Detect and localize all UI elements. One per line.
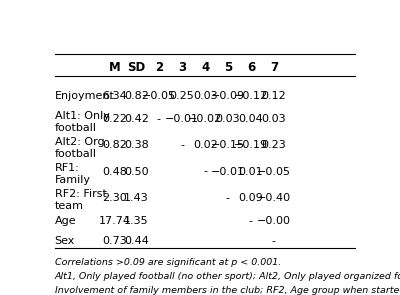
Text: 0.09: 0.09 [238,193,263,203]
Text: 2: 2 [155,61,163,74]
Text: −0.12: −0.12 [234,91,268,101]
Text: −0.15: −0.15 [211,140,245,150]
Text: Involvement of family members in the club; RF2, Age group when started playing f: Involvement of family members in the clu… [55,286,400,295]
Text: 0.12: 0.12 [262,91,286,101]
Text: Alt1: Only: Alt1: Only [55,111,110,121]
Text: 4: 4 [201,61,210,74]
Text: 5: 5 [224,61,232,74]
Text: 17.74: 17.74 [99,216,131,226]
Text: −0.00: −0.00 [257,216,291,226]
Text: 0.82: 0.82 [102,140,127,150]
Text: football: football [55,123,97,133]
Text: -: - [180,140,184,150]
Text: 0.22: 0.22 [102,114,127,124]
Text: SD: SD [127,61,146,74]
Text: 6.34: 6.34 [102,91,127,101]
Text: football: football [55,149,97,159]
Text: Alt2: Org.: Alt2: Org. [55,137,108,147]
Text: Sex: Sex [55,236,75,246]
Text: 0.44: 0.44 [124,236,149,246]
Text: -: - [272,236,276,246]
Text: 0.25: 0.25 [170,91,194,101]
Text: −0.02: −0.02 [188,114,222,124]
Text: −0.40: −0.40 [257,193,291,203]
Text: 1.43: 1.43 [124,193,149,203]
Text: M: M [109,61,121,74]
Text: Enjoyment: Enjoyment [55,91,114,101]
Text: team: team [55,201,84,211]
Text: Alt1, Only played football (no other sport); Alt2, Only played organized footbal: Alt1, Only played football (no other spo… [55,272,400,281]
Text: 0.03: 0.03 [216,114,240,124]
Text: −0.19: −0.19 [234,140,268,150]
Text: -: - [249,216,253,226]
Text: −0.01: −0.01 [165,114,199,124]
Text: -: - [157,114,161,124]
Text: 3: 3 [178,61,186,74]
Text: 0.73: 0.73 [102,236,127,246]
Text: 2.30: 2.30 [102,193,127,203]
Text: 0.03: 0.03 [193,91,218,101]
Text: -: - [203,167,207,177]
Text: 7: 7 [270,61,278,74]
Text: 0.82: 0.82 [124,91,149,101]
Text: 0.01: 0.01 [238,167,263,177]
Text: RF1:: RF1: [55,163,79,173]
Text: 0.38: 0.38 [124,140,149,150]
Text: RF2: First: RF2: First [55,189,106,199]
Text: -: - [226,193,230,203]
Text: Age: Age [55,216,76,226]
Text: Family: Family [55,175,91,185]
Text: 0.02: 0.02 [193,140,218,150]
Text: 0.50: 0.50 [124,167,149,177]
Text: −0.05: −0.05 [142,91,176,101]
Text: −0.01: −0.01 [211,167,245,177]
Text: −0.05: −0.05 [257,167,291,177]
Text: 6: 6 [247,61,255,74]
Text: 1.35: 1.35 [124,216,149,226]
Text: 0.42: 0.42 [124,114,149,124]
Text: 0.03: 0.03 [262,114,286,124]
Text: 0.48: 0.48 [102,167,127,177]
Text: 0.23: 0.23 [262,140,286,150]
Text: −0.09: −0.09 [211,91,245,101]
Text: Correlations >0.09 are significant at p < 0.001.: Correlations >0.09 are significant at p … [55,258,281,267]
Text: 0.04: 0.04 [238,114,263,124]
